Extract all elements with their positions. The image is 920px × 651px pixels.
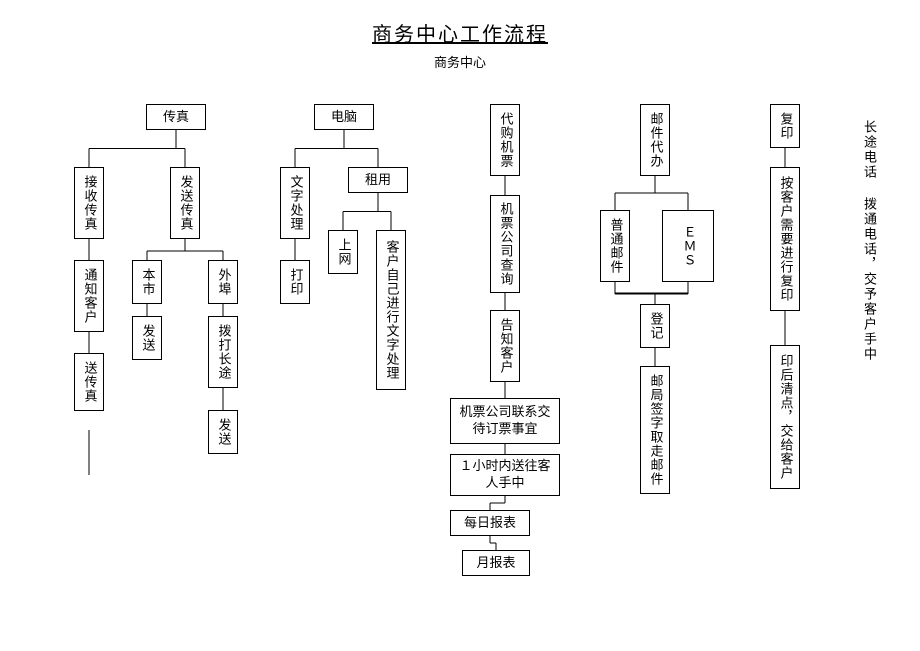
node-label: 机票公司查询 (497, 202, 514, 286)
node-print: 打印 (280, 260, 310, 304)
node-label: 打印 (287, 268, 304, 296)
node-label: 发送传真 (177, 175, 194, 231)
node-label: 传真 (159, 107, 193, 128)
node-label: 本市 (139, 268, 156, 296)
node-label: ＥＭＳ (680, 225, 697, 267)
node-label: 发送 (139, 324, 156, 352)
node-label: 租用 (361, 170, 395, 191)
node-recv_fax: 接收传真 (74, 167, 104, 239)
node-label: 邮件代办 (647, 112, 664, 168)
node-label: 电脑 (327, 107, 361, 128)
node-label: 机票公司联系交待订票事宜 (451, 402, 559, 440)
node-local: 本市 (132, 260, 162, 304)
node-daily_report: 每日报表 (450, 510, 530, 536)
node-register: 登记 (640, 304, 670, 348)
node-label: 代购机票 (497, 112, 514, 168)
node-copy: 复印 (770, 104, 800, 148)
flowchart-subtitle: 商务中心 (434, 52, 486, 71)
node-deliver_1h: １小时内送往客人手中 (450, 454, 560, 496)
node-label: 拨打长途 (215, 324, 232, 380)
node-ticket_query: 机票公司查询 (490, 195, 520, 293)
node-label: 送传真 (81, 361, 98, 403)
node-buy_ticket: 代购机票 (490, 104, 520, 176)
node-label: １小时内送往客人手中 (451, 456, 559, 494)
node-send_fax: 发送传真 (170, 167, 200, 239)
node-label: 登记 (647, 312, 664, 340)
node-label: 普通邮件 (607, 218, 624, 274)
side-note: 长途电话 拨通电话，交予客户手中 (860, 120, 879, 362)
node-label: 复印 (777, 112, 794, 140)
node-label: 按客户需要进行复印 (777, 176, 794, 302)
node-notify_cust: 通知客户 (74, 260, 104, 332)
node-fax: 传真 (146, 104, 206, 130)
node-computer: 电脑 (314, 104, 374, 130)
node-cust_self_word: 客户自己进行文字处理 (376, 230, 406, 390)
node-outside: 外埠 (208, 260, 238, 304)
node-label: 上网 (335, 238, 352, 266)
node-ticket_contact: 机票公司联系交待订票事宜 (450, 398, 560, 444)
node-label: 外埠 (215, 268, 232, 296)
node-monthly_report: 月报表 (462, 550, 530, 576)
node-label: 每日报表 (460, 513, 520, 534)
node-label: 月报表 (472, 553, 519, 574)
node-label: 发送 (215, 418, 232, 446)
node-post_sign: 邮局签字取走邮件 (640, 366, 670, 494)
node-normal_mail: 普通邮件 (600, 210, 630, 282)
flowchart-title: 商务中心工作流程 (372, 18, 548, 47)
node-send2: 发送 (208, 410, 238, 454)
node-rent: 租用 (348, 167, 408, 193)
node-ems: ＥＭＳ (662, 210, 714, 282)
node-label: 通知客户 (81, 268, 98, 324)
node-internet: 上网 (328, 230, 358, 274)
node-label: 客户自己进行文字处理 (383, 240, 400, 380)
node-label: 印后清点，交给客户 (777, 354, 794, 480)
node-label: 告知客户 (497, 318, 514, 374)
node-send1: 发送 (132, 316, 162, 360)
node-tell_cust: 告知客户 (490, 310, 520, 382)
node-mail_agent: 邮件代办 (640, 104, 670, 176)
node-label: 接收传真 (81, 175, 98, 231)
node-copy_cust: 按客户需要进行复印 (770, 167, 800, 311)
node-label: 邮局签字取走邮件 (647, 374, 664, 486)
node-label: 文字处理 (287, 175, 304, 231)
node-word_proc: 文字处理 (280, 167, 310, 239)
node-dial_long: 拨打长途 (208, 316, 238, 388)
node-deliver_fax: 送传真 (74, 353, 104, 411)
node-copy_after: 印后清点，交给客户 (770, 345, 800, 489)
